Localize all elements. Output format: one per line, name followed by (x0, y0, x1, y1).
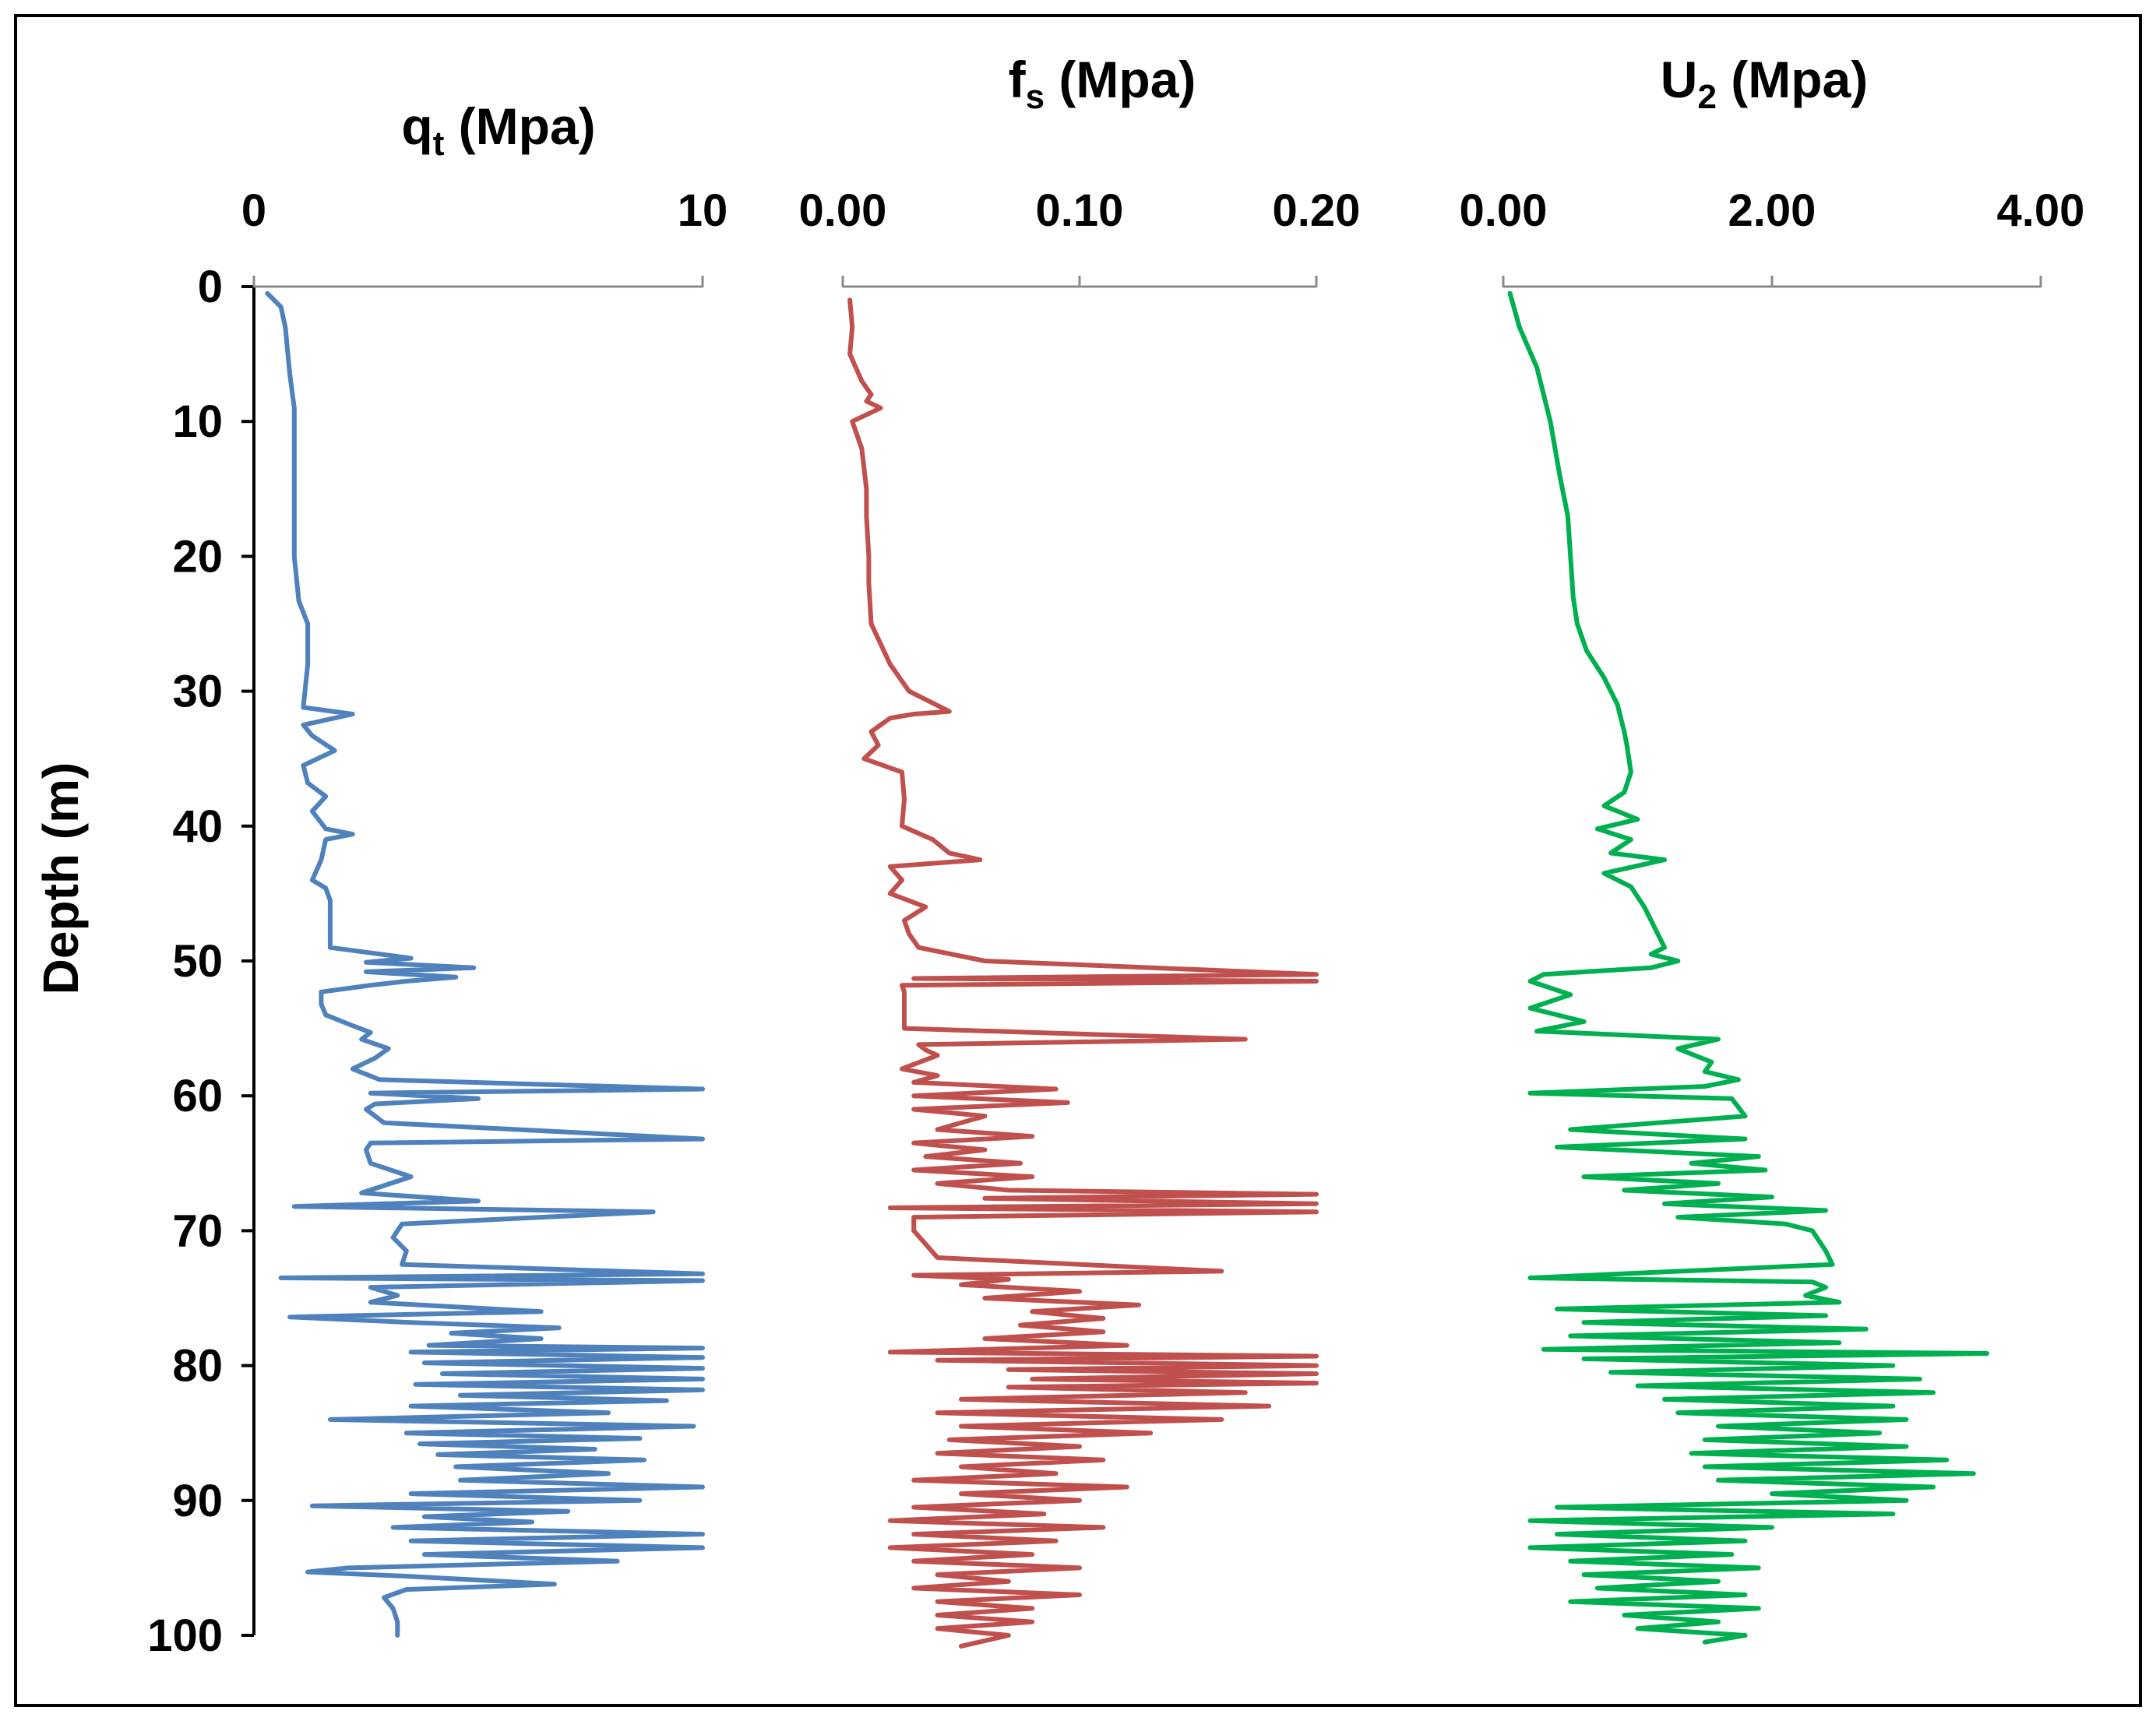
depth-tick-label: 40 (172, 801, 223, 852)
depth-tick-label: 50 (172, 936, 223, 987)
qt-panel-title: qt (Mpa) (401, 97, 595, 163)
depth-tick-label: 10 (172, 396, 223, 447)
depth-tick-label: 0 (198, 262, 223, 312)
u2-x-tick-label: 2.00 (1728, 185, 1816, 236)
fs-x-tick-label: 0.10 (1036, 185, 1124, 236)
y-axis-label: Depth (m) (33, 762, 89, 995)
depth-tick-label: 80 (172, 1341, 223, 1392)
depth-tick-label: 70 (172, 1205, 223, 1256)
u2-x-tick-label: 4.00 (1997, 185, 2085, 236)
depth-tick-label: 90 (172, 1476, 223, 1526)
cpt-chart: Depth (m) 0 10 20 30 40 50 60 70 80 90 100 0 10 qt (… (0, 0, 2156, 1721)
u2-panel-title: U2 (Mpa) (1661, 51, 1868, 116)
depth-tick-label: 60 (172, 1071, 223, 1121)
depth-tick-label: 20 (172, 531, 223, 582)
u2-x-tick-label: 0.00 (1460, 185, 1548, 236)
qt-x-tick-label: 0 (241, 185, 266, 236)
depth-tick-label: 100 (147, 1610, 223, 1661)
fs-x-tick-label: 0.20 (1273, 185, 1361, 236)
fs-x-tick-label: 0.00 (799, 185, 887, 236)
qt-x-tick-label: 10 (678, 185, 728, 236)
depth-tick-label: 30 (172, 667, 223, 717)
